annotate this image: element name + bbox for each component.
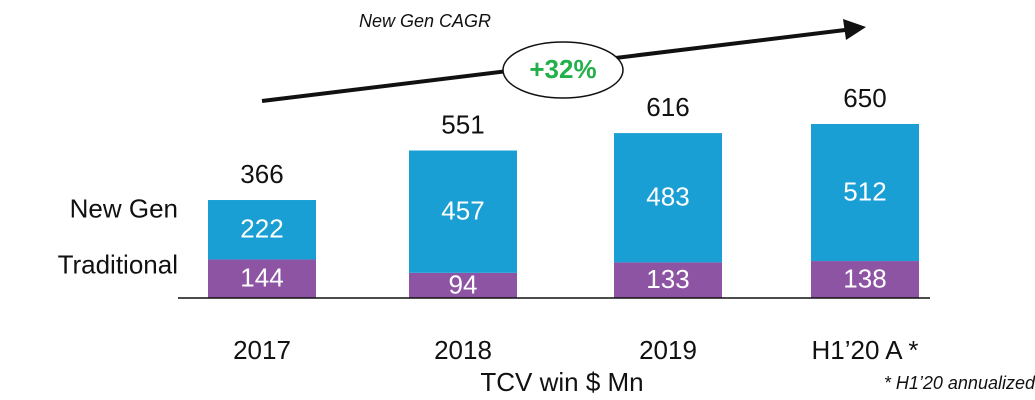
axis-label: TCV win $ Mn bbox=[480, 367, 643, 397]
bar-segment bbox=[614, 262, 722, 298]
annotation: New Gen CAGR bbox=[359, 11, 491, 31]
total-label: 616 bbox=[646, 92, 689, 122]
bar-segment bbox=[208, 200, 316, 260]
segment-label: 138 bbox=[843, 263, 886, 293]
bar-segment bbox=[409, 150, 517, 273]
bar-segment bbox=[208, 259, 316, 298]
segment-label: 94 bbox=[449, 269, 478, 299]
segment-label: 512 bbox=[843, 176, 886, 206]
bar-segment bbox=[614, 133, 722, 263]
segment-label: 133 bbox=[646, 264, 689, 294]
legend-label: Traditional bbox=[58, 250, 178, 280]
segment-label: 483 bbox=[646, 182, 689, 212]
segment-label: 457 bbox=[441, 196, 484, 226]
footnote: * H1’20 annualized bbox=[884, 373, 1035, 393]
segment-label: 222 bbox=[240, 214, 283, 244]
bar-segment bbox=[409, 272, 517, 298]
bar-segment bbox=[811, 261, 919, 298]
total-label: 551 bbox=[441, 109, 484, 139]
total-label: 366 bbox=[240, 159, 283, 189]
x-tick-label: 2017 bbox=[233, 335, 291, 365]
legend-label: New Gen bbox=[70, 194, 178, 224]
x-tick-label: 2018 bbox=[434, 335, 492, 365]
growth-ellipse bbox=[502, 41, 624, 99]
arrow-head bbox=[843, 19, 866, 40]
total-label: 650 bbox=[843, 83, 886, 113]
x-tick-label: H1’20 A * bbox=[812, 335, 919, 365]
x-tick-label: 2019 bbox=[639, 335, 697, 365]
growth-label: +32% bbox=[529, 54, 596, 84]
bar-segment bbox=[811, 124, 919, 262]
segment-label: 144 bbox=[240, 263, 283, 293]
